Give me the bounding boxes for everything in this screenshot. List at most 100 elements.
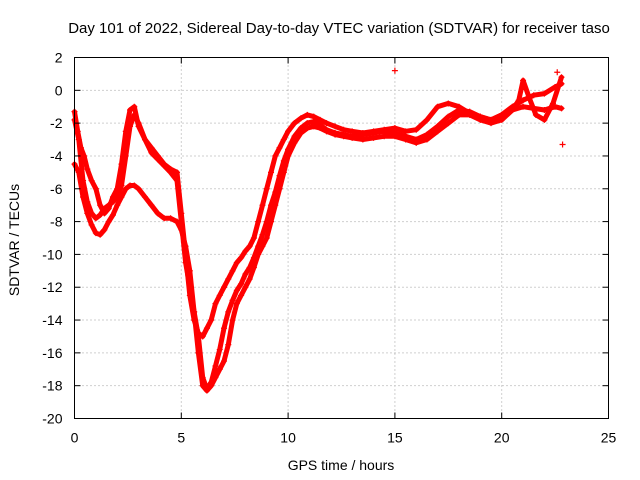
data-point (445, 120, 452, 127)
data-point (97, 231, 104, 238)
data-point (520, 103, 527, 110)
data-point (520, 77, 527, 84)
data-point (280, 157, 287, 164)
data-point (114, 193, 121, 200)
x-tick-label: 0 (71, 430, 79, 446)
x-tick-label: 25 (601, 430, 617, 446)
data-point (541, 90, 548, 97)
data-point (242, 284, 249, 291)
data-point (541, 107, 548, 114)
data-point (242, 248, 249, 255)
data-point (413, 126, 420, 133)
data-point (304, 120, 311, 127)
data-point (434, 123, 441, 130)
data-point (434, 103, 441, 110)
data-point (88, 210, 95, 217)
data-point (259, 202, 266, 209)
data-point (250, 254, 257, 261)
data-point (423, 116, 430, 123)
x-tick-label: 5 (177, 430, 185, 446)
data-point (263, 218, 270, 225)
data-point (242, 271, 249, 278)
data-point (105, 218, 112, 225)
data-point (221, 284, 228, 291)
data-point (509, 103, 516, 110)
series-1-trace (72, 100, 564, 339)
data-point (280, 136, 287, 143)
data-point (167, 169, 174, 176)
data-point (250, 235, 257, 241)
data-point (88, 221, 95, 228)
data-point (154, 156, 161, 163)
data-point (203, 325, 210, 332)
data-point (532, 111, 539, 118)
data-point (297, 125, 304, 132)
data-point (105, 202, 112, 209)
data-point (174, 177, 181, 184)
axis-ticks: 0 5 10 15 20 25-20-18-16-14-12-10-8-6-4-202 (42, 50, 616, 446)
data-point (122, 185, 129, 192)
data-point (477, 113, 484, 120)
data-point (285, 146, 292, 153)
data-point (101, 226, 108, 233)
data-point (268, 202, 275, 209)
data-point (208, 317, 215, 324)
data-point (558, 105, 565, 112)
data-point (131, 103, 138, 110)
data-point (291, 120, 298, 127)
grid-lines (74, 57, 609, 419)
data-point (285, 128, 292, 135)
data-point (92, 230, 99, 237)
data-point (141, 136, 148, 143)
chart-title: Day 101 of 2022, Sidereal Day-to-day VTE… (68, 20, 610, 37)
data-point (359, 131, 366, 138)
data-point (310, 118, 317, 125)
data-point (558, 74, 565, 81)
data-point (391, 129, 398, 136)
y-tick-label: -16 (42, 345, 62, 361)
data-point (541, 116, 548, 123)
y-axis-label: SDTVAR / TECUs (6, 184, 22, 296)
y-tick-label: 2 (55, 50, 63, 66)
data-point (238, 280, 245, 287)
outlier-point (391, 67, 398, 74)
data-point (182, 259, 189, 266)
data-point (229, 297, 236, 304)
data-point (323, 126, 330, 133)
data-point (221, 358, 228, 365)
data-point (216, 346, 223, 353)
data-point (225, 276, 232, 283)
data-point (402, 133, 409, 140)
data-point (122, 152, 129, 159)
data-point (233, 259, 240, 266)
data-point (263, 185, 270, 192)
data-point (233, 287, 240, 294)
data-point (423, 131, 430, 138)
data-point (255, 243, 262, 250)
data-point (445, 113, 452, 120)
data-point (498, 111, 505, 118)
data-point (216, 366, 223, 373)
data-point (148, 149, 155, 156)
plot-frame (74, 57, 609, 419)
data-point (229, 267, 236, 274)
data-point (263, 235, 270, 241)
data-point (208, 379, 215, 386)
data-point (530, 92, 537, 99)
data-point (340, 131, 347, 138)
data-point (154, 210, 161, 217)
data-point (92, 215, 99, 222)
data-point (92, 185, 99, 192)
data-point (109, 212, 116, 219)
data-point (238, 254, 245, 261)
data-point (255, 218, 262, 225)
data-point (135, 120, 142, 127)
data-point (212, 362, 219, 369)
data-point (297, 115, 304, 122)
data-point (455, 107, 462, 114)
data-point (186, 284, 193, 291)
data-point (167, 215, 174, 222)
data-point (178, 218, 185, 225)
data-point (233, 300, 240, 307)
